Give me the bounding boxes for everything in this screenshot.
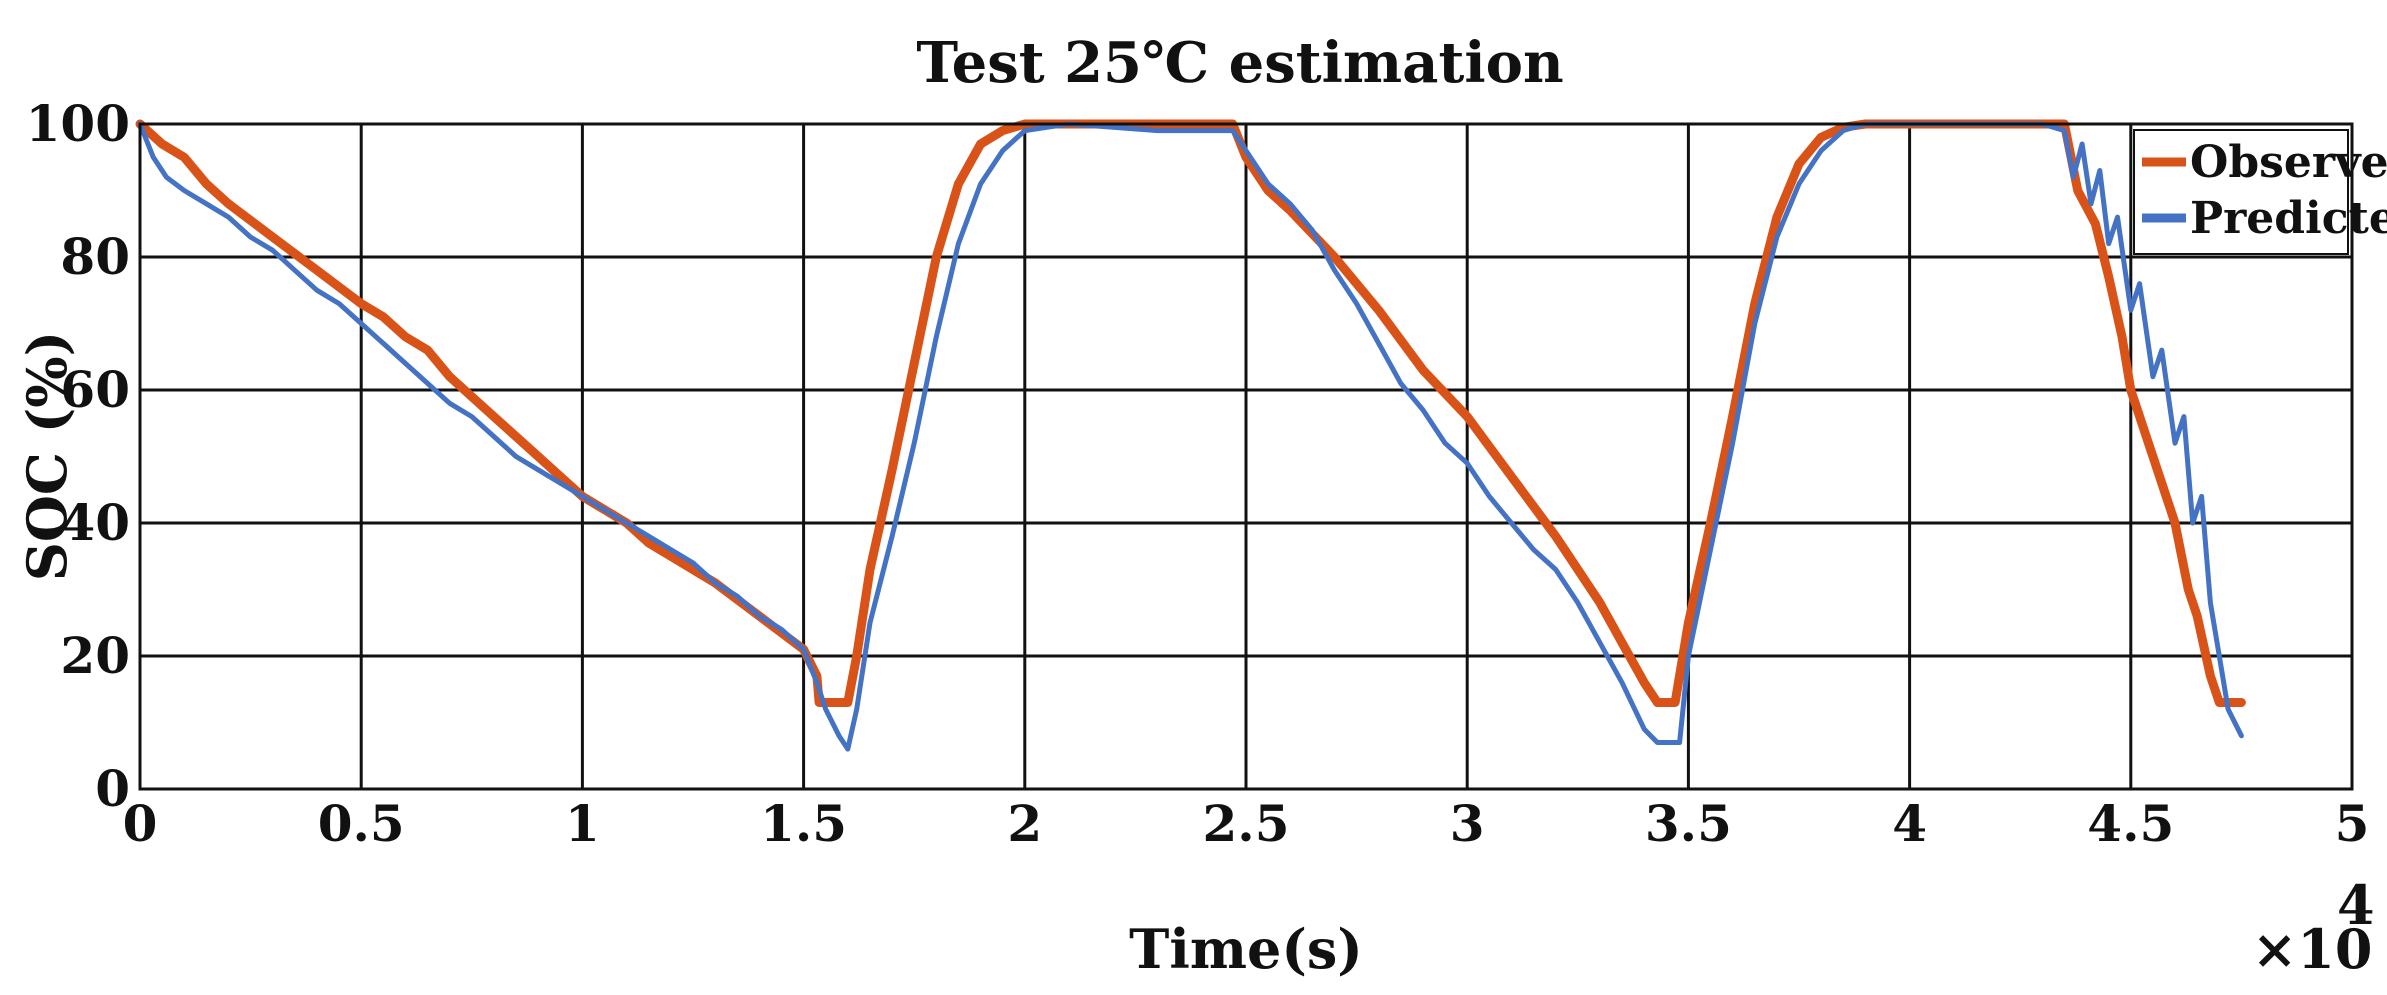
y-tick-label: 60 <box>60 360 130 419</box>
x-tick-label: 3.5 <box>1645 794 1732 853</box>
y-tick-label: 40 <box>60 493 130 552</box>
legend: Observed Predicted <box>2133 129 2387 255</box>
x-axis-label: Time(s) <box>1129 917 1363 981</box>
x-tick-label: 0 <box>123 794 158 853</box>
x-tick-label: 0.5 <box>318 794 405 853</box>
x-tick-label: 4 <box>1892 794 1927 853</box>
x-tick-label: 2 <box>1007 794 1042 853</box>
chart-title: Test 25℃ estimation <box>916 30 1563 96</box>
x-tick-label: 1 <box>565 794 600 853</box>
x-tick-label: 5 <box>2335 794 2370 853</box>
x-multiplier-exponent: 4 <box>2337 873 2375 937</box>
x-tick-label: 2.5 <box>1203 794 1290 853</box>
series-line-predicted <box>137 121 2244 752</box>
y-tick-label: 80 <box>60 227 130 286</box>
y-tick-label: 0 <box>95 759 130 818</box>
plot-frame <box>138 122 2354 791</box>
x-tick-label: 1.5 <box>760 794 847 853</box>
x-tick-label: 3 <box>1450 794 1485 853</box>
legend-label-predicted: Predicted <box>2190 193 2387 244</box>
x-multiplier-label: ×10 <box>2252 917 2372 981</box>
y-tick-label: 20 <box>60 626 130 685</box>
x-tick-label: 4.5 <box>2087 794 2174 853</box>
axes: 0 0.5 1 1.5 2 2.5 3 3.5 4 4.5 5 0 20 40 60 80 100 <box>26 94 2370 853</box>
legend-label-observed: Observed <box>2190 137 2387 188</box>
y-tick-label: 100 <box>26 94 130 153</box>
legend-box <box>2133 129 2349 255</box>
y-axis-label: SOC (%) <box>15 331 79 581</box>
